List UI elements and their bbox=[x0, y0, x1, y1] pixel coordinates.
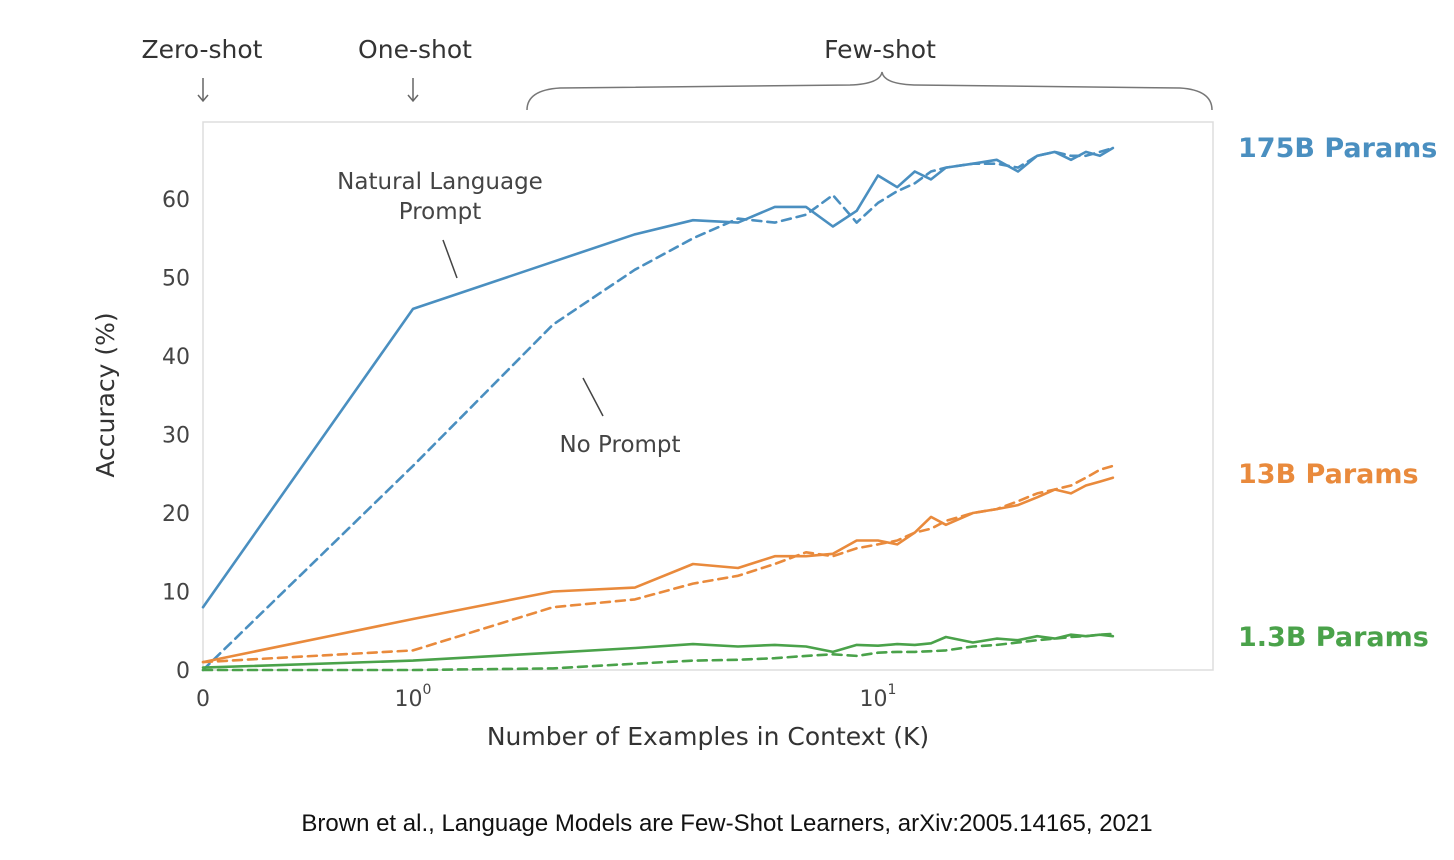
zero-shot-arrow-icon bbox=[197, 78, 209, 103]
plot-frame bbox=[202, 121, 1214, 671]
series-line-13B-natural-language bbox=[201, 476, 1115, 664]
nl-prompt-annotation-line2: Prompt bbox=[399, 199, 482, 225]
y-tick-label: 30 bbox=[162, 424, 190, 449]
x-tick-label: 100 bbox=[395, 682, 432, 712]
y-tick-label: 60 bbox=[162, 188, 190, 213]
series-line-13B-no-prompt bbox=[201, 464, 1115, 664]
nl-prompt-pointer bbox=[442, 239, 458, 279]
y-axis-ticks: 0 10 20 30 40 50 60 bbox=[162, 188, 190, 684]
x-tick-label: 0 bbox=[196, 687, 210, 712]
citation-caption: Brown et al., Language Models are Few-Sh… bbox=[301, 810, 1153, 837]
one-shot-arrow-icon bbox=[407, 78, 419, 103]
series-label-175B: 175B Params bbox=[1238, 133, 1437, 164]
accuracy-chart: Zero-shot One-shot Few-shot 0 10 20 30 40 50 6… bbox=[91, 35, 1437, 751]
series-label-13B: 13B Params bbox=[1238, 459, 1419, 490]
no-prompt-annotation: No Prompt bbox=[559, 432, 680, 458]
x-tick-label: 101 bbox=[860, 682, 897, 712]
y-axis-label: Accuracy (%) bbox=[91, 312, 120, 477]
few-shot-brace bbox=[526, 71, 1213, 111]
y-tick-label: 40 bbox=[162, 345, 190, 370]
series-line-1-3B-no-prompt bbox=[201, 632, 1115, 672]
series-lines bbox=[201, 146, 1115, 672]
series-line-175B-no-prompt bbox=[201, 146, 1115, 672]
nl-prompt-annotation-line1: Natural Language bbox=[337, 169, 543, 195]
series-end-labels: 175B Params 13B Params 1.3B Params bbox=[1238, 133, 1437, 653]
few-shot-label: Few-shot bbox=[824, 35, 936, 64]
y-tick-label: 20 bbox=[162, 502, 190, 527]
one-shot-label: One-shot bbox=[358, 35, 472, 64]
zero-shot-label: Zero-shot bbox=[142, 35, 263, 64]
x-axis-label: Number of Examples in Context (K) bbox=[487, 722, 929, 751]
y-tick-label: 10 bbox=[162, 581, 190, 606]
y-tick-label: 0 bbox=[176, 659, 190, 684]
series-label-1-3B: 1.3B Params bbox=[1238, 622, 1429, 653]
x-axis-ticks: 0 100 101 bbox=[196, 682, 896, 712]
y-tick-label: 50 bbox=[162, 267, 190, 292]
no-prompt-pointer bbox=[582, 377, 604, 417]
